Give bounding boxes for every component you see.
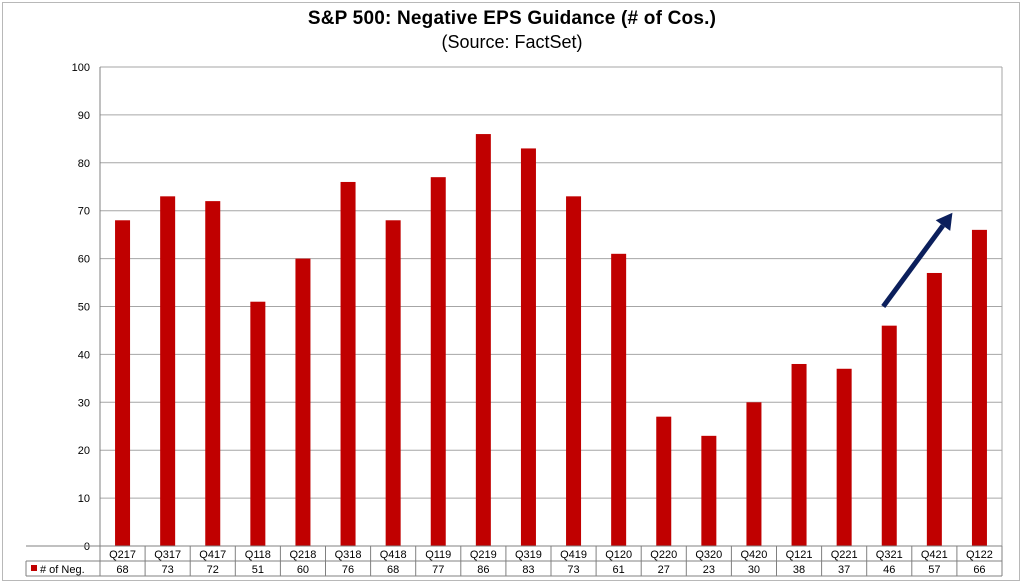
category-label: Q220 [650, 549, 677, 561]
category-label: Q320 [695, 549, 722, 561]
category-label: Q118 [245, 549, 271, 561]
category-label: Q218 [289, 549, 316, 561]
category-label: Q119 [425, 549, 451, 561]
bar-Q420 [746, 402, 762, 546]
category-label: Q418 [380, 549, 407, 561]
value-label: 68 [116, 564, 128, 576]
bar-Q321 [881, 325, 897, 546]
bar-Q419 [566, 196, 582, 546]
value-label: 72 [207, 564, 219, 576]
bar-Q122 [971, 229, 987, 547]
y-tick-label: 100 [72, 62, 90, 74]
legend-series-label: # of Neg. [40, 564, 85, 576]
value-label: 61 [613, 564, 625, 576]
y-tick-label: 90 [78, 110, 90, 122]
category-label: Q417 [199, 549, 226, 561]
y-tick-label: 40 [78, 349, 90, 361]
bar-Q221 [836, 368, 852, 546]
bar-Q418 [385, 220, 401, 546]
category-label: Q318 [335, 549, 362, 561]
value-label: 60 [297, 564, 309, 576]
legend-swatch [31, 565, 37, 571]
value-label: 77 [432, 564, 444, 576]
value-label: 27 [658, 564, 670, 576]
value-label: 76 [342, 564, 354, 576]
category-label: Q419 [560, 549, 587, 561]
trend-annotation [881, 212, 953, 308]
category-label: Q120 [605, 549, 632, 561]
trend-arrow-head [935, 212, 953, 231]
bar-series [115, 134, 987, 547]
bar-Q119 [430, 177, 446, 547]
bar-Q218 [295, 258, 311, 546]
bar-Q320 [701, 435, 717, 546]
y-tick-label: 60 [78, 254, 90, 266]
y-tick-label: 20 [78, 445, 90, 457]
value-label: 51 [252, 564, 264, 576]
value-label: 30 [748, 564, 760, 576]
bar-Q217 [115, 220, 131, 546]
category-label: Q420 [740, 549, 767, 561]
value-label: 86 [477, 564, 489, 576]
y-tick-label: 70 [78, 206, 90, 218]
value-label: 68 [387, 564, 399, 576]
trend-arrow-shaft [881, 224, 945, 308]
category-label: Q219 [470, 549, 497, 561]
y-tick-label: 80 [78, 158, 90, 170]
bar-Q318 [340, 181, 356, 546]
y-tick-label: 0 [84, 541, 90, 553]
value-label: 37 [838, 564, 850, 576]
y-axis: 0 10 20 30 40 50 60 70 80 90 100 [72, 62, 1003, 553]
bar-Q317 [160, 196, 176, 546]
y-tick-label: 30 [78, 397, 90, 409]
value-label: 46 [883, 564, 895, 576]
value-label: 73 [162, 564, 174, 576]
chart-subtitle: (Source: FactSet) [441, 32, 583, 52]
gridlines [100, 66, 1002, 547]
category-label: Q421 [921, 549, 948, 561]
bar-Q118 [250, 301, 266, 546]
bar-Q417 [205, 201, 221, 546]
bar-Q219 [475, 134, 491, 546]
category-label: Q221 [831, 549, 858, 561]
value-label: 66 [973, 564, 985, 576]
bar-Q220 [656, 416, 672, 546]
chart-title: S&P 500: Negative EPS Guidance (# of Cos… [307, 8, 717, 29]
category-label: Q217 [109, 549, 136, 561]
value-label: 83 [522, 564, 534, 576]
category-label: Q122 [966, 549, 993, 561]
bar-Q319 [520, 148, 536, 546]
category-label: Q321 [876, 549, 903, 561]
value-label: 38 [793, 564, 805, 576]
y-tick-label: 50 [78, 302, 90, 314]
bar-Q120 [611, 253, 627, 546]
value-label: 57 [928, 564, 940, 576]
y-tick-label: 10 [78, 493, 90, 505]
value-label: 23 [703, 564, 715, 576]
value-label: 73 [567, 564, 579, 576]
category-label: Q319 [515, 549, 542, 561]
data-table: Q217 Q317 Q417 Q118 Q218 Q318 Q418 Q119 Q219 Q319… [25, 545, 1003, 577]
bar-Q121 [791, 363, 807, 546]
category-label: Q317 [154, 549, 181, 561]
bar-Q421 [926, 272, 942, 546]
category-label: Q121 [786, 549, 813, 561]
